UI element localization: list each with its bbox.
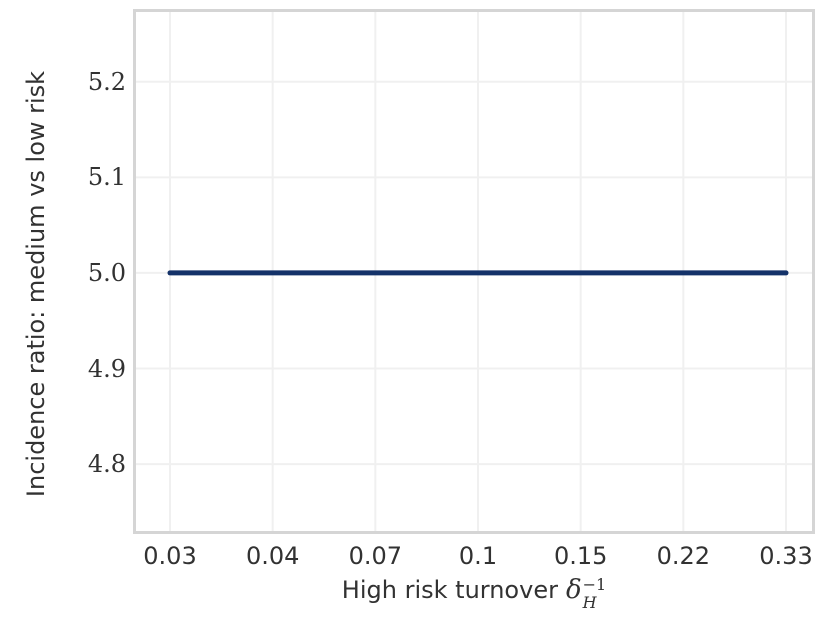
delta-sub-sup-stack: −1 H — [583, 577, 607, 611]
delta-subscript: H — [582, 593, 597, 612]
x-tick-label: 0.1 — [458, 542, 498, 570]
x-axis-label-text: High risk turnover — [341, 576, 558, 604]
line-plot-svg — [136, 12, 812, 531]
y-axis-label: Incidence ratio: medium vs low risk — [22, 70, 50, 498]
y-tick-label: 4.8 — [87, 450, 126, 479]
x-tick-label: 0.04 — [245, 542, 300, 570]
y-tick-label: 4.9 — [87, 354, 126, 383]
y-tick-label: 5.1 — [87, 163, 126, 192]
delta-symbol: δ — [565, 575, 582, 605]
x-axis-label: High risk turnover δ −1 H — [342, 576, 606, 611]
y-tick-label: 5.0 — [87, 258, 126, 287]
y-tick-label: 5.2 — [87, 67, 126, 96]
x-tick-label: 0.22 — [656, 542, 711, 570]
delta-superscript: −1 — [582, 575, 607, 594]
x-tick-label: 0.03 — [143, 542, 197, 570]
x-tick-label: 0.07 — [348, 542, 403, 570]
x-tick-label: 0.33 — [759, 542, 813, 570]
plot-area — [133, 9, 815, 534]
x-tick-label: 0.15 — [553, 542, 608, 570]
